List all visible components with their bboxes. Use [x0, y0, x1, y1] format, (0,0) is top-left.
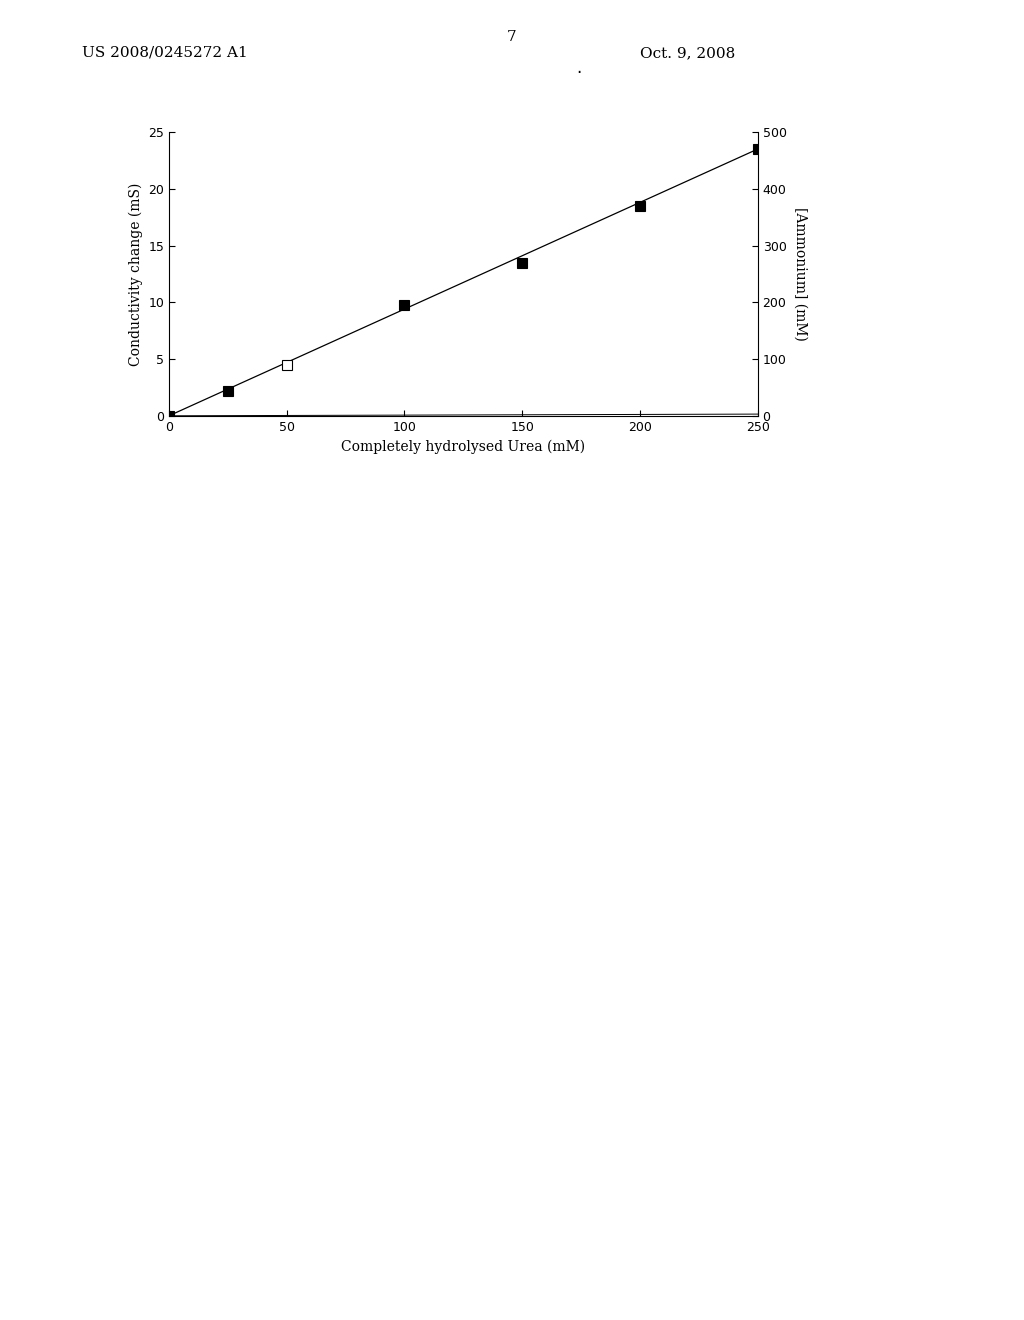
Y-axis label: [Ammonium] (mM): [Ammonium] (mM) [794, 207, 808, 341]
Text: .: . [575, 58, 582, 77]
X-axis label: Completely hydrolysed Urea (mM): Completely hydrolysed Urea (mM) [341, 440, 586, 454]
Text: Oct. 9, 2008: Oct. 9, 2008 [640, 46, 735, 59]
Text: US 2008/0245272 A1: US 2008/0245272 A1 [82, 46, 248, 59]
Y-axis label: Conductivity change (mS): Conductivity change (mS) [128, 182, 142, 366]
Text: 7: 7 [507, 30, 517, 44]
